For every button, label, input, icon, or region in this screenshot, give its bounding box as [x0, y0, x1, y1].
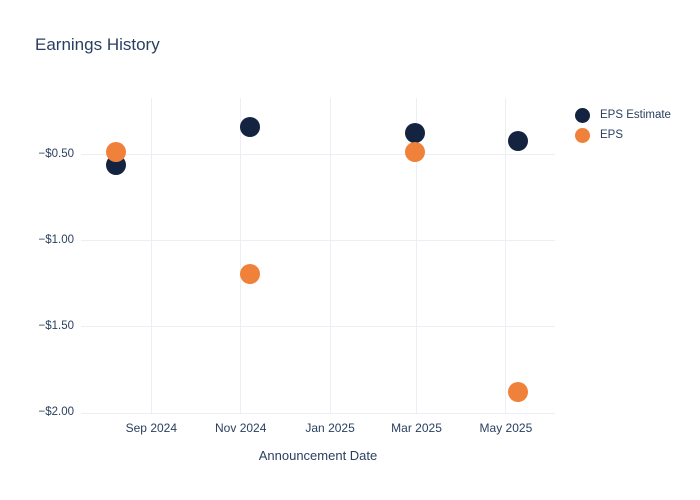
eps-point-2025-05-09[interactable]	[507, 382, 528, 403]
eps-estimate-legend-marker-icon	[575, 107, 590, 123]
legend-item-eps[interactable]: EPS	[575, 125, 671, 145]
x-tick-label-sep-2024: Sep 2024	[125, 421, 178, 435]
x-tick-label-may-2025: May 2025	[479, 421, 533, 435]
x-gridline-jan-2025	[329, 98, 331, 413]
x-tick-label-nov-2024: Nov 2024	[215, 421, 267, 435]
x-gridline-may-2025	[505, 98, 507, 413]
eps-point-2024-08-08[interactable]	[106, 141, 127, 162]
y-tick-label-1: −$1.00	[38, 233, 75, 246]
y-gridline-0	[81, 154, 555, 156]
x-gridline-nov-2024	[240, 98, 242, 413]
chart-title: Earnings History	[35, 35, 160, 54]
y-gridline-2	[81, 326, 555, 328]
eps-point-2024-11-07[interactable]	[239, 263, 260, 284]
plot-area[interactable]	[81, 98, 555, 414]
y-gridline-1	[81, 240, 555, 242]
legend: EPS Estimate EPS	[575, 105, 671, 145]
x-gridline-mar-2025	[416, 98, 418, 413]
eps-estimate-point-2025-02-28[interactable]	[405, 122, 426, 143]
legend-item-eps-estimate[interactable]: EPS Estimate	[575, 105, 671, 125]
x-tick-label-jan-2025: Jan 2025	[305, 421, 355, 435]
eps-estimate-point-2024-11-07[interactable]	[239, 117, 260, 138]
x-gridline-sep-2024	[150, 98, 152, 413]
eps-legend-marker-icon	[575, 127, 590, 143]
y-tick-label-2: −$1.50	[38, 319, 75, 332]
y-tick-label-3: −$2.00	[38, 406, 75, 418]
legend-label: EPS	[600, 129, 624, 141]
legend-label: EPS Estimate	[600, 109, 671, 121]
y-gridline-3	[81, 412, 555, 414]
eps-estimate-point-2025-05-09[interactable]	[507, 131, 528, 152]
y-tick-label-0: −$0.50	[38, 147, 75, 160]
x-axis-title: Announcement Date	[258, 448, 378, 463]
x-tick-label-mar-2025: Mar 2025	[391, 421, 442, 435]
eps-point-2025-02-28[interactable]	[405, 141, 426, 162]
